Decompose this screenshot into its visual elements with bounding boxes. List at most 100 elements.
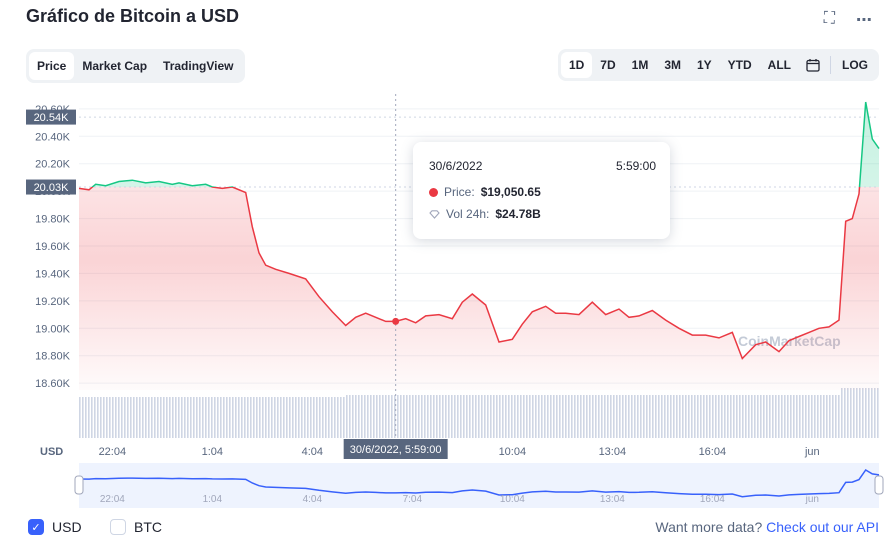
volume-bar — [442, 395, 444, 438]
volume-bar — [820, 395, 822, 438]
volume-bar — [730, 395, 732, 438]
log-toggle[interactable]: LOG — [842, 58, 868, 72]
volume-bar — [853, 388, 855, 438]
volume-bar — [481, 395, 483, 438]
volume-bar — [664, 395, 666, 438]
volume-bar — [460, 395, 462, 438]
volume-bar — [838, 395, 840, 438]
volume-bar — [874, 388, 876, 438]
volume-bar — [91, 397, 93, 438]
volume-bar — [100, 397, 102, 438]
range-1y[interactable]: 1Y — [696, 58, 712, 72]
volume-bar — [235, 397, 237, 438]
volume-bar — [748, 395, 750, 438]
volume-bar — [127, 397, 129, 438]
volume-bar — [385, 395, 387, 438]
volume-bar — [733, 395, 735, 438]
navigator-tick-label: 13:04 — [600, 494, 625, 505]
range-1d[interactable]: 1D — [560, 52, 593, 78]
y-tick-label: 19.20K — [35, 296, 71, 308]
navigator-handle-left[interactable] — [74, 475, 84, 495]
volume-bar — [823, 395, 825, 438]
usd-label: USD — [52, 519, 82, 535]
volume-bar — [574, 395, 576, 438]
volume-bar — [559, 395, 561, 438]
volume-bar — [586, 395, 588, 438]
volume-bar — [232, 397, 234, 438]
volume-bar — [382, 395, 384, 438]
tooltip-volume-row: Vol 24h: $24.78B — [429, 207, 541, 221]
x-tick-label: 22:04 — [99, 446, 127, 458]
volume-bar — [577, 395, 579, 438]
y-tick-label: 19.40K — [35, 268, 71, 280]
volume-bar — [622, 395, 624, 438]
volume-bar — [295, 397, 297, 438]
volume-bar — [304, 397, 306, 438]
volume-bar — [400, 395, 402, 438]
calendar-icon[interactable] — [799, 58, 827, 72]
volume-bar — [724, 395, 726, 438]
volume-bar — [208, 397, 210, 438]
volume-bar — [250, 397, 252, 438]
volume-bar — [154, 397, 156, 438]
volume-bar — [130, 397, 132, 438]
usd-checkbox[interactable]: ✓ — [28, 519, 44, 535]
btc-toggle[interactable]: BTC — [110, 519, 162, 535]
volume-bar — [313, 397, 315, 438]
navigator-tick-label: 7:04 — [403, 494, 423, 505]
navigator[interactable]: 22:04 1:04 4:04 7:04 10:04 13:04 16:04 jun — [74, 463, 884, 508]
range-all[interactable]: ALL — [767, 58, 791, 72]
volume-bar — [616, 395, 618, 438]
price-chart[interactable]: 20.60K20.40K20.20K20.00K19.80K19.60K19.4… — [0, 90, 893, 515]
volume-bar — [139, 397, 141, 438]
volume-bar — [298, 397, 300, 438]
range-3m[interactable]: 3M — [664, 58, 681, 72]
volume-bar — [178, 397, 180, 438]
volume-bar — [607, 395, 609, 438]
volume-bar — [802, 395, 804, 438]
tooltip-time: 5:59:00 — [615, 159, 656, 173]
volume-bar — [700, 395, 702, 438]
expand-icon[interactable]: ⛶ — [823, 10, 835, 27]
volume-bar — [691, 395, 693, 438]
volume-bar — [496, 395, 498, 438]
x-tick-label: 10:04 — [499, 446, 527, 458]
navigator-tick-label: 10:04 — [500, 494, 525, 505]
tooltip-volume-value: $24.78B — [495, 207, 541, 221]
tab-tradingview[interactable]: TradingView — [163, 59, 234, 73]
volume-bar — [268, 397, 270, 438]
volume-bar — [550, 395, 552, 438]
volume-bar — [832, 395, 834, 438]
volume-bar — [124, 397, 126, 438]
api-link[interactable]: Check out our API — [766, 519, 879, 535]
navigator-window[interactable] — [79, 463, 879, 508]
tab-market-cap[interactable]: Market Cap — [82, 59, 148, 73]
volume-bar — [118, 397, 120, 438]
more-dots-icon[interactable]: ⋯ — [856, 12, 873, 29]
usd-toggle[interactable]: ✓ USD — [28, 519, 82, 535]
range-7d[interactable]: 7D — [600, 58, 616, 72]
volume-bar — [592, 395, 594, 438]
volume-bar — [340, 397, 342, 438]
volume-bar — [805, 395, 807, 438]
volume-bar — [472, 395, 474, 438]
navigator-handle-right[interactable] — [874, 475, 884, 495]
x-tick-label: 4:04 — [302, 446, 323, 458]
volume-bar — [238, 397, 240, 438]
tab-price[interactable]: Price — [29, 52, 75, 80]
hover-point — [392, 317, 400, 325]
volume-bar — [877, 388, 879, 438]
y-tick-label: 19.80K — [35, 214, 71, 226]
x-tick-label: 1:04 — [202, 446, 223, 458]
range-1m[interactable]: 1M — [631, 58, 649, 72]
volume-bar — [349, 395, 351, 438]
volume-bar — [757, 395, 759, 438]
btc-checkbox[interactable] — [110, 519, 126, 535]
high-price-tag: 20.54K — [26, 109, 76, 125]
volume-bar — [217, 397, 219, 438]
more-data-text: Want more data? — [655, 519, 763, 535]
volume-bar — [628, 395, 630, 438]
y-tick-label: 18.60K — [35, 378, 71, 390]
range-ytd[interactable]: YTD — [727, 58, 752, 72]
volume-bar — [589, 395, 591, 438]
